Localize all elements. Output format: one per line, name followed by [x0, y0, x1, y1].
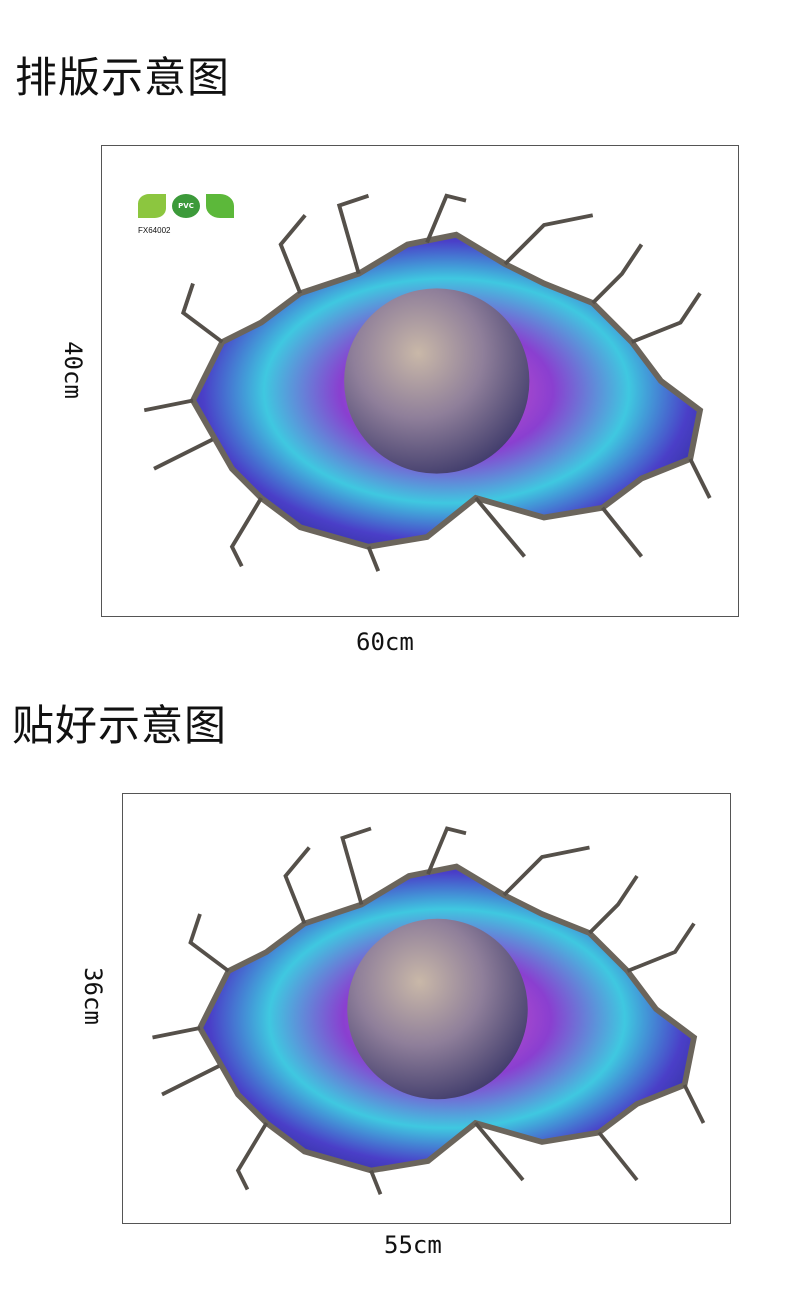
sticker-artwork-applied: [143, 819, 713, 1199]
removable-glue-logo: [138, 194, 166, 218]
applied-title: 贴好示意图: [12, 701, 228, 750]
applied-width-label: 55cm: [384, 1231, 442, 1259]
pvc-logo: PVC: [172, 194, 200, 218]
applied-frame: [122, 793, 731, 1224]
layout-title: 排版示意图: [15, 53, 231, 102]
green-life-logo: [206, 194, 234, 218]
product-code: FX64002: [138, 226, 171, 235]
logo-row: PVC: [138, 194, 234, 218]
applied-height-label: 36cm: [79, 967, 107, 1025]
layout-frame: PVC FX64002: [101, 145, 739, 617]
layout-width-label: 60cm: [356, 628, 414, 656]
sticker-artwork: [132, 186, 722, 576]
layout-height-label: 40cm: [59, 341, 87, 399]
